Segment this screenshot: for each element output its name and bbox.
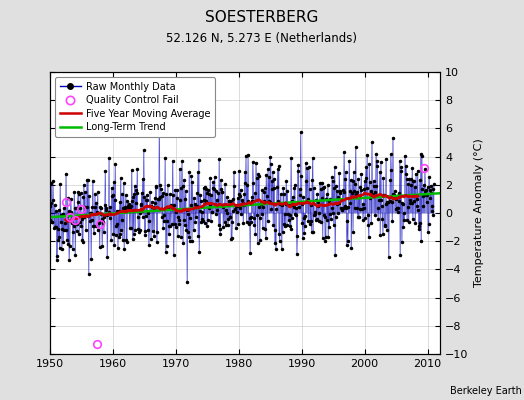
Text: 52.126 N, 5.273 E (Netherlands): 52.126 N, 5.273 E (Netherlands): [167, 32, 357, 45]
Text: SOESTERBERG: SOESTERBERG: [205, 10, 319, 25]
Y-axis label: Temperature Anomaly (°C): Temperature Anomaly (°C): [474, 139, 484, 287]
Legend: Raw Monthly Data, Quality Control Fail, Five Year Moving Average, Long-Term Tren: Raw Monthly Data, Quality Control Fail, …: [54, 77, 215, 137]
Text: Berkeley Earth: Berkeley Earth: [450, 386, 521, 396]
